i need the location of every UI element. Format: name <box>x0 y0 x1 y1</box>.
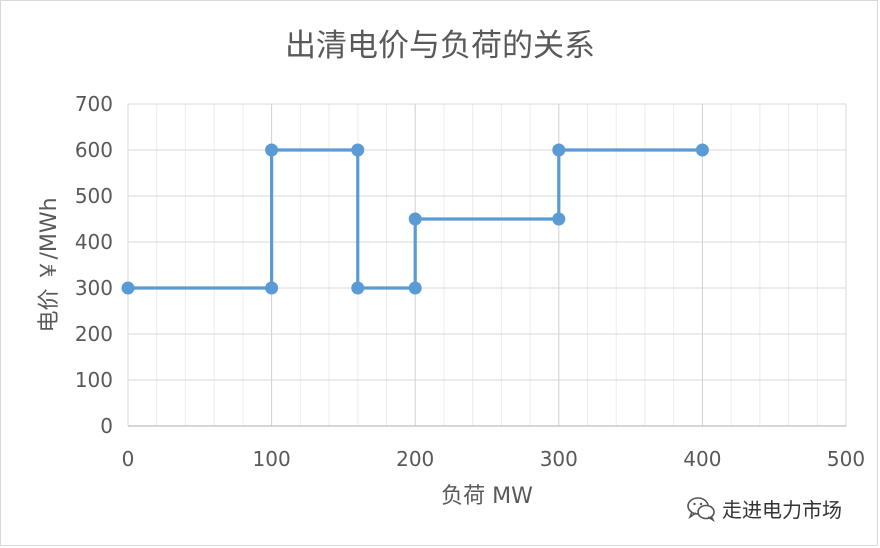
y-tick-label: 600 <box>75 138 113 162</box>
data-point <box>408 281 422 295</box>
y-tick-label: 0 <box>100 414 113 438</box>
data-point <box>265 281 279 295</box>
data-point <box>121 281 135 295</box>
wechat-icon <box>687 496 715 522</box>
x-axis-ticks: 0 100 200 300 400 500 <box>122 447 865 471</box>
data-point <box>408 212 422 226</box>
watermark: 走进电力市场 <box>686 494 842 523</box>
data-point <box>552 143 566 157</box>
y-tick-label: 500 <box>75 184 113 208</box>
y-tick-label: 100 <box>75 368 113 392</box>
data-point <box>552 212 566 226</box>
x-tick-label: 0 <box>122 447 135 471</box>
series-layer <box>121 143 709 295</box>
y-tick-label: 200 <box>75 322 113 346</box>
data-point <box>265 143 279 157</box>
watermark-text: 走进电力市场 <box>722 498 842 522</box>
x-tick-label: 200 <box>396 447 434 471</box>
x-axis-label: 负荷 MW <box>441 484 533 509</box>
grid <box>127 103 847 427</box>
series-line <box>128 148 703 290</box>
x-tick-label: 400 <box>683 447 721 471</box>
y-tick-label: 300 <box>75 276 113 300</box>
x-tick-label: 100 <box>253 447 291 471</box>
x-tick-label: 300 <box>540 447 578 471</box>
y-axis-label: 电价 ￥/MWh <box>37 197 62 332</box>
x-tick-label: 500 <box>827 447 865 471</box>
data-point <box>351 281 365 295</box>
y-axis-ticks: 0 100 200 300 400 500 600 700 <box>75 92 113 438</box>
y-tick-label: 700 <box>75 92 113 116</box>
data-point <box>695 143 709 157</box>
chart-title: 出清电价与负荷的关系 <box>285 28 595 64</box>
y-tick-label: 400 <box>75 230 113 254</box>
data-point <box>351 143 365 157</box>
